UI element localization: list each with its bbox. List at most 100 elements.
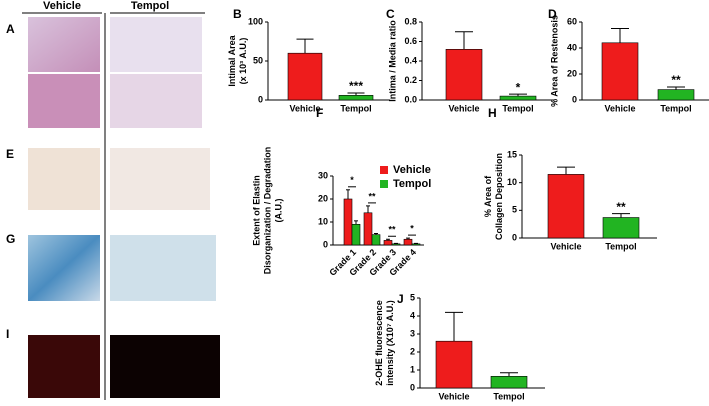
micrograph <box>28 74 100 128</box>
y-axis-label: Disorganization / Degradation <box>262 147 272 275</box>
y-tick-label: 60 <box>567 16 577 26</box>
micrograph <box>28 235 100 301</box>
y-tick-label: 10 <box>318 216 328 226</box>
y-tick-label: 5 <box>410 292 415 302</box>
y-tick-label: 0 <box>323 239 328 249</box>
bar <box>343 198 353 246</box>
legend-swatch <box>380 166 388 174</box>
y-tick-label: 15 <box>507 149 517 159</box>
header: Vehicle <box>43 0 81 12</box>
x-tick-label: Vehicle <box>604 103 635 113</box>
y-tick-label: 3 <box>410 328 415 338</box>
bar <box>351 224 361 246</box>
x-tick-label: Vehicle <box>448 103 479 113</box>
x-tick-label: Tempol <box>605 241 636 251</box>
legend-label: Vehicle <box>393 164 431 176</box>
y-tick-label: 100 <box>248 16 263 26</box>
bar <box>383 240 393 246</box>
micrograph <box>28 17 100 72</box>
y-tick-label: 2 <box>410 346 415 356</box>
significance: ** <box>388 225 396 235</box>
bar <box>371 234 381 246</box>
significance: * <box>516 80 521 94</box>
y-tick-label: 30 <box>318 170 328 180</box>
y-axis-label: 2-OHE fluorescence <box>374 300 384 386</box>
x-tick-label: Vehicle <box>438 391 469 401</box>
y-tick-label: 0.0 <box>404 94 417 104</box>
micrograph <box>110 17 202 72</box>
bar <box>338 95 374 101</box>
y-tick-label: 50 <box>253 55 263 65</box>
x-tick-label: Tempol <box>660 103 691 113</box>
panel-letter: G <box>6 232 15 246</box>
bar <box>601 42 639 101</box>
legend-swatch <box>380 180 388 188</box>
bar <box>547 174 585 239</box>
x-tick-label: Tempol <box>493 391 524 401</box>
bar <box>602 217 640 239</box>
y-axis-label: % Area of <box>483 175 493 217</box>
legend-label: Tempol <box>393 178 431 190</box>
significance: ** <box>368 191 376 201</box>
y-tick-label: 40 <box>567 42 577 52</box>
panel-letter: I <box>6 327 9 341</box>
bar <box>490 375 528 389</box>
significance: *** <box>349 79 363 93</box>
y-tick-label: 0.6 <box>404 36 417 46</box>
y-axis-label: % Area of Restenosis <box>549 15 559 107</box>
panel-letter: H <box>488 106 497 120</box>
panel-letter: B <box>233 7 242 21</box>
y-axis-label: Collagen Deposition <box>494 153 504 240</box>
significance: ** <box>616 200 626 214</box>
x-tick-label: Tempol <box>340 103 371 113</box>
micrograph <box>110 74 202 128</box>
micrograph <box>28 148 100 210</box>
y-tick-label: 4 <box>410 310 415 320</box>
y-tick-label: 10 <box>507 177 517 187</box>
x-tick-label: Vehicle <box>550 241 581 251</box>
bar <box>499 95 537 101</box>
bar <box>403 238 413 246</box>
significance: * <box>410 223 414 233</box>
y-tick-label: 0 <box>410 382 415 392</box>
y-tick-label: 0.2 <box>404 75 417 85</box>
y-axis-label: (A.U.) <box>273 199 283 223</box>
bar <box>445 48 483 101</box>
bar <box>657 89 695 101</box>
y-tick-label: 20 <box>567 68 577 78</box>
y-tick-label: 5 <box>512 205 517 215</box>
y-axis-label: Extent of Elastin <box>251 175 261 246</box>
panel-letter: D <box>548 7 557 21</box>
bar <box>435 340 473 389</box>
micrograph <box>28 335 100 398</box>
bar <box>363 212 373 246</box>
y-tick-label: 1 <box>410 364 415 374</box>
bar <box>287 52 323 101</box>
bar <box>391 243 401 246</box>
significance: ** <box>671 73 681 87</box>
y-tick-label: 0.8 <box>404 16 417 26</box>
x-tick-label: Tempol <box>502 103 533 113</box>
panel-letter: J <box>397 292 404 306</box>
y-tick-label: 20 <box>318 193 328 203</box>
micrograph <box>110 235 216 301</box>
header: Tempol <box>131 0 169 12</box>
panel-letter: E <box>6 147 14 161</box>
y-tick-label: 0.4 <box>404 55 417 65</box>
panel-letter: A <box>6 22 15 36</box>
panel-letter: C <box>386 7 395 21</box>
y-axis-label: Intimal Area <box>227 34 237 86</box>
significance: * <box>350 175 354 185</box>
y-axis-label: (x 10³ A.U.) <box>238 38 248 85</box>
panel-letter: F <box>316 106 323 120</box>
micrograph <box>110 335 220 398</box>
y-axis-label: intensity (X10⁷ A.U.) <box>385 300 395 385</box>
y-tick-label: 0 <box>512 232 517 242</box>
y-tick-label: 0 <box>572 94 577 104</box>
micrograph <box>110 148 210 210</box>
x-tick-label: Vehicle <box>289 103 320 113</box>
y-tick-label: 0 <box>258 94 263 104</box>
y-axis-label: Intima / Media ratio <box>387 20 397 102</box>
bar <box>411 243 421 246</box>
